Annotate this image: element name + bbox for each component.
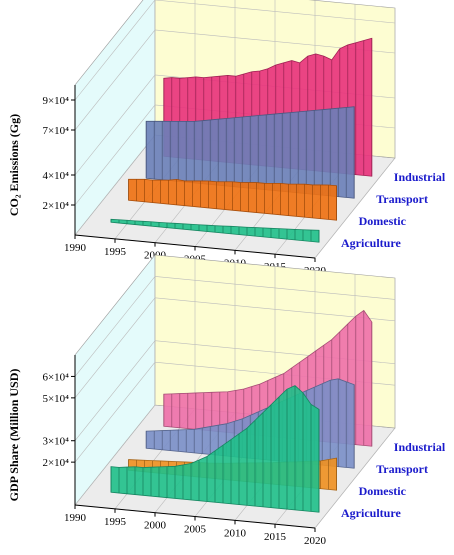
x-tick-label: 1990 <box>64 242 87 254</box>
y-tick-label: 7×10⁴ <box>42 125 69 137</box>
y-tick-label: 2×10⁴ <box>42 457 69 469</box>
series-label: Transport <box>376 462 428 476</box>
x-axis <box>74 234 316 259</box>
grid-line <box>314 8 396 259</box>
y-tick-label: 9×10⁴ <box>42 95 69 107</box>
area <box>110 385 320 513</box>
series-label: Transport <box>376 192 428 206</box>
x-tick-label: 2000 <box>144 520 167 532</box>
y-axis-label: CO₂ Emissions (Gg) <box>7 114 21 216</box>
grid-line <box>74 255 156 506</box>
x-tick-label: 1995 <box>104 516 127 528</box>
x-tick-label: 1995 <box>104 246 127 258</box>
grid-line <box>314 278 396 529</box>
series-label: Industrial <box>394 170 446 184</box>
series-label: Agriculture <box>341 506 401 520</box>
x-tick-label: 2005 <box>184 524 207 536</box>
series-label: Domestic <box>359 484 407 498</box>
x-axis <box>74 504 316 529</box>
y-tick-label: 4×10⁴ <box>42 170 69 182</box>
y-tick-label: 5×10⁴ <box>42 393 69 405</box>
series-label: Domestic <box>359 214 407 228</box>
x-tick-label: 2015 <box>264 531 287 543</box>
series-label: Agriculture <box>341 236 401 250</box>
y-tick-label: 2×10⁴ <box>42 200 69 212</box>
x-tick-label: 1990 <box>64 512 87 524</box>
x-tick-label: 2010 <box>224 527 247 539</box>
y-tick-label: 3×10⁴ <box>42 436 69 448</box>
y-axis-label: GDP Share (Million USD) <box>7 369 21 502</box>
y-tick-label: 6×10⁴ <box>42 371 69 383</box>
x-tick-label: 2020 <box>304 535 327 547</box>
series-label: Industrial <box>394 440 446 454</box>
